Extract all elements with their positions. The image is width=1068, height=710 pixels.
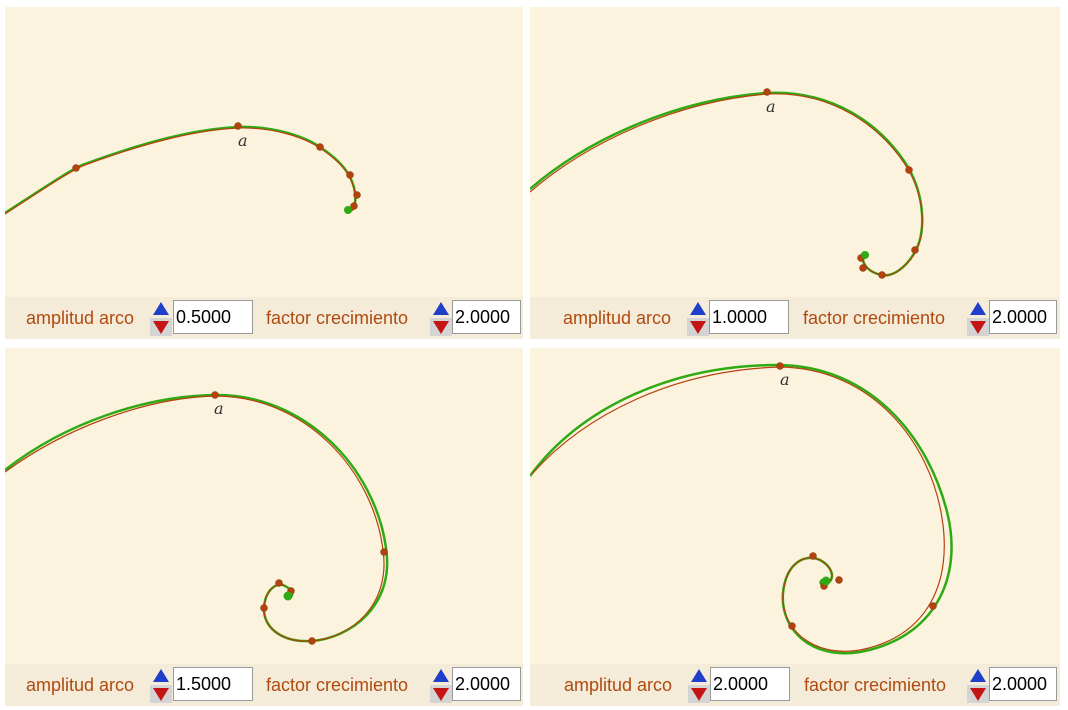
spiral-red-curve [5,127,356,215]
spiral-green-curve [530,91,924,277]
triangle-up-icon [153,302,169,315]
amplitude-spinner[interactable] [150,300,172,336]
triangle-down-icon [690,321,706,334]
growth-input[interactable]: 2.0000 [989,300,1057,334]
spiral-center-point [283,591,293,601]
amplitude-input[interactable]: 0.5000 [173,300,253,334]
amplitude-spinner[interactable] [687,300,709,336]
point-label-a: a [214,399,224,418]
triangle-down-icon [970,321,986,334]
spiral-red-curve [531,366,945,652]
triangle-up-icon [690,302,706,315]
triangle-down-icon [433,321,449,334]
amplitude-input[interactable]: 2.0000 [710,667,790,701]
spiral-canvas[interactable] [5,348,523,706]
growth-spinner[interactable] [967,300,989,336]
point-label-a: a [766,97,776,116]
growth-spinner[interactable] [430,300,452,336]
spiral-red-curve [530,93,923,276]
spiral-panel-2: a amplitud arco 1.0000 factor crecimient… [530,7,1060,339]
amplitude-label: amplitud arco [563,308,672,328]
control-bar: amplitud arco 2.0000 factor crecimiento … [530,664,1060,706]
triangle-up-icon [433,302,449,315]
spiral-green-curve [5,125,357,215]
triangle-up-icon [433,669,449,682]
triangle-down-icon [153,688,169,701]
triangle-up-icon [970,302,986,315]
growth-input[interactable]: 2.0000 [452,300,521,334]
control-bar: amplitud arco 1.5000 factor crecimiento … [5,664,523,706]
point-label-a: a [780,370,790,389]
triangle-down-icon [691,688,707,701]
spiral-panel-1: a amplitud arco 0.5000 factor crecimient… [5,7,523,339]
triangle-up-icon [691,669,707,682]
spiral-points [72,122,361,210]
growth-label: factor crecimiento [804,675,947,695]
growth-spinner[interactable] [967,667,989,703]
control-bar: amplitud arco 0.5000 factor crecimiento … [5,297,523,339]
spiral-canvas[interactable] [530,348,1060,706]
growth-spinner[interactable] [430,667,452,703]
growth-input[interactable]: 2.0000 [989,667,1057,701]
triangle-down-icon [970,688,986,701]
spiral-center-point [861,251,869,259]
amplitude-input[interactable]: 1.5000 [173,667,253,701]
spiral-center-point [821,576,831,586]
spiral-canvas[interactable] [5,7,523,339]
control-bar: amplitud arco 1.0000 factor crecimiento … [530,297,1060,339]
triangle-down-icon [153,321,169,334]
growth-label: factor crecimiento [266,675,409,695]
amplitude-input[interactable]: 1.0000 [709,300,789,334]
spiral-canvas[interactable] [530,7,1060,339]
amplitude-label: amplitud arco [564,675,673,695]
amplitude-spinner[interactable] [150,667,172,703]
triangle-down-icon [433,688,449,701]
amplitude-label: amplitud arco [26,308,135,328]
point-label-a: a [238,131,248,150]
spiral-panel-4: a amplitud arco 2.0000 factor crecimient… [530,348,1060,706]
amplitude-spinner[interactable] [688,667,710,703]
growth-label: factor crecimiento [266,308,409,328]
spiral-points [763,88,919,279]
triangle-up-icon [970,669,986,682]
spiral-center-point [344,206,352,214]
triangle-up-icon [153,669,169,682]
spiral-green-curve [5,393,389,643]
spiral-points [776,362,937,630]
spiral-green-curve [530,363,953,655]
growth-label: factor crecimiento [803,308,946,328]
spiral-points [211,391,388,645]
spiral-panel-3: a amplitud arco 1.5000 factor crecimient… [5,348,523,706]
amplitude-label: amplitud arco [26,675,135,695]
growth-input[interactable]: 2.0000 [452,667,521,701]
